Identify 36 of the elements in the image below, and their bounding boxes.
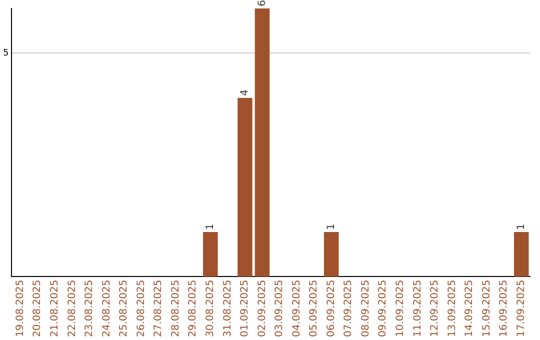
x-tick-label: 10.09.2025	[395, 280, 406, 338]
x-tick-label: 26.08.2025	[136, 280, 147, 338]
x-tick-label: 16.09.2025	[498, 280, 510, 338]
x-tick-label: 20.08.2025	[32, 280, 44, 338]
x-tick-label: 06.09.2025	[326, 280, 337, 338]
y-tick-label: 5	[2, 48, 9, 58]
data-label: 1	[516, 224, 527, 230]
x-tick-label: 24.08.2025	[101, 280, 112, 338]
x-tick-label: 11.09.2025	[412, 280, 424, 338]
x-tick-label: 13.09.2025	[446, 280, 458, 338]
x-tick-label: 12.09.2025	[430, 280, 441, 338]
x-tick-label: 29.08.2025	[188, 280, 199, 338]
x-tick-label: 02.09.2025	[256, 280, 268, 338]
x-tick-label: 25.08.2025	[118, 280, 130, 338]
x-tick-label: 05.09.2025	[308, 280, 320, 338]
x-tick-label: 30.08.2025	[204, 280, 216, 338]
data-label: 1	[204, 224, 216, 230]
x-tick-label: 31.08.2025	[222, 280, 234, 338]
x-tick-label: 22.08.2025	[66, 280, 78, 338]
data-label: 6	[256, 0, 268, 6]
data-label: 1	[326, 224, 337, 230]
x-tick-label: 09.09.2025	[378, 280, 389, 338]
x-tick-label: 21.08.2025	[50, 280, 61, 338]
x-tick-label: 27.08.2025	[153, 280, 164, 338]
x-tick-label: 03.09.2025	[274, 280, 286, 338]
x-tick-label: 01.09.2025	[240, 280, 251, 338]
x-tick-label: 14.09.2025	[464, 280, 476, 338]
x-tick-label: 19.08.2025	[14, 280, 26, 338]
x-tick-label: 04.09.2025	[291, 280, 302, 338]
x-tick-label: 15.09.2025	[481, 280, 492, 338]
x-tick-label: 17.09.2025	[516, 280, 527, 338]
x-tick-label: 07.09.2025	[343, 280, 354, 338]
x-tick-label: 08.09.2025	[360, 280, 372, 338]
data-label: 4	[240, 89, 251, 96]
x-tick-label: 28.08.2025	[170, 280, 182, 338]
x-tick-label: 23.08.2025	[84, 280, 96, 338]
